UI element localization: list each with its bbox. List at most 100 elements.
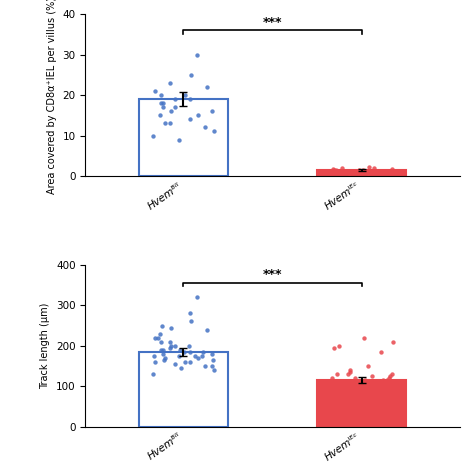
Point: [337, 167, 344, 175]
Point: [385, 374, 392, 382]
Point: [159, 100, 167, 107]
Bar: [139, 99, 228, 176]
Point: [157, 91, 165, 99]
Point: [166, 79, 174, 87]
Point: [186, 310, 194, 317]
Point: [167, 324, 174, 331]
Point: [177, 364, 184, 372]
Point: [388, 165, 395, 173]
Point: [332, 166, 340, 173]
Point: [209, 350, 216, 357]
Point: [194, 354, 202, 362]
Point: [330, 344, 338, 352]
Bar: [139, 352, 228, 427]
Point: [172, 103, 179, 111]
Point: [172, 342, 179, 349]
Point: [158, 322, 166, 329]
Point: [361, 376, 368, 384]
Point: [193, 293, 201, 301]
Point: [357, 383, 365, 390]
Point: [364, 362, 372, 370]
Point: [209, 108, 216, 115]
Point: [329, 165, 337, 173]
Y-axis label: Area covered by CD8α⁺IEL per villus (%): Area covered by CD8α⁺IEL per villus (%): [47, 0, 57, 193]
Point: [181, 91, 189, 99]
Point: [151, 334, 159, 341]
Point: [335, 342, 342, 349]
Point: [156, 330, 164, 337]
Point: [346, 368, 354, 376]
Y-axis label: Track length (μm): Track length (μm): [40, 302, 50, 389]
Point: [194, 111, 202, 119]
Point: [198, 352, 206, 360]
Point: [377, 348, 385, 356]
Point: [185, 342, 193, 349]
Bar: [317, 170, 406, 176]
Point: [379, 376, 387, 384]
Point: [351, 374, 358, 382]
Point: [210, 128, 218, 135]
Point: [375, 380, 383, 388]
Point: [152, 358, 159, 366]
Point: [150, 352, 158, 360]
Point: [203, 83, 210, 91]
Point: [186, 116, 193, 123]
Point: [210, 366, 218, 374]
Point: [159, 350, 167, 357]
Point: [161, 354, 169, 362]
Point: [330, 166, 337, 173]
Point: [166, 119, 174, 127]
Point: [209, 362, 216, 370]
Point: [326, 407, 334, 414]
Point: [171, 95, 179, 103]
Point: [328, 374, 336, 382]
Point: [376, 168, 384, 176]
Point: [343, 380, 351, 388]
Point: [167, 342, 174, 349]
Point: [201, 362, 209, 370]
Point: [338, 164, 346, 172]
Point: [344, 370, 351, 378]
Point: [378, 167, 385, 175]
Point: [375, 410, 383, 418]
Point: [378, 399, 386, 406]
Point: [186, 348, 194, 356]
Point: [187, 71, 194, 79]
Point: [338, 378, 346, 386]
Point: [342, 386, 350, 394]
Point: [149, 370, 156, 378]
Point: [388, 370, 396, 378]
Point: [364, 169, 372, 176]
Point: [201, 124, 209, 131]
Point: [181, 348, 188, 356]
Point: [200, 348, 207, 356]
Point: [161, 119, 169, 127]
Bar: [317, 380, 406, 427]
Point: [370, 164, 377, 172]
Point: [157, 338, 165, 346]
Point: [329, 383, 337, 390]
Point: [338, 402, 346, 410]
Point: [337, 391, 345, 398]
Point: [359, 166, 366, 173]
Point: [361, 334, 368, 341]
Point: [346, 169, 353, 177]
Point: [383, 376, 391, 384]
Point: [149, 132, 156, 139]
Point: [349, 386, 356, 394]
Point: [384, 378, 392, 386]
Point: [157, 100, 165, 107]
Point: [156, 111, 164, 119]
Point: [371, 405, 379, 412]
Point: [203, 326, 210, 333]
Point: [154, 334, 161, 341]
Point: [176, 346, 183, 354]
Point: [171, 360, 179, 368]
Point: [186, 358, 193, 366]
Point: [365, 163, 373, 171]
Point: [166, 338, 174, 346]
Point: [187, 318, 194, 325]
Point: [166, 344, 174, 352]
Point: [389, 338, 397, 346]
Point: [186, 95, 194, 103]
